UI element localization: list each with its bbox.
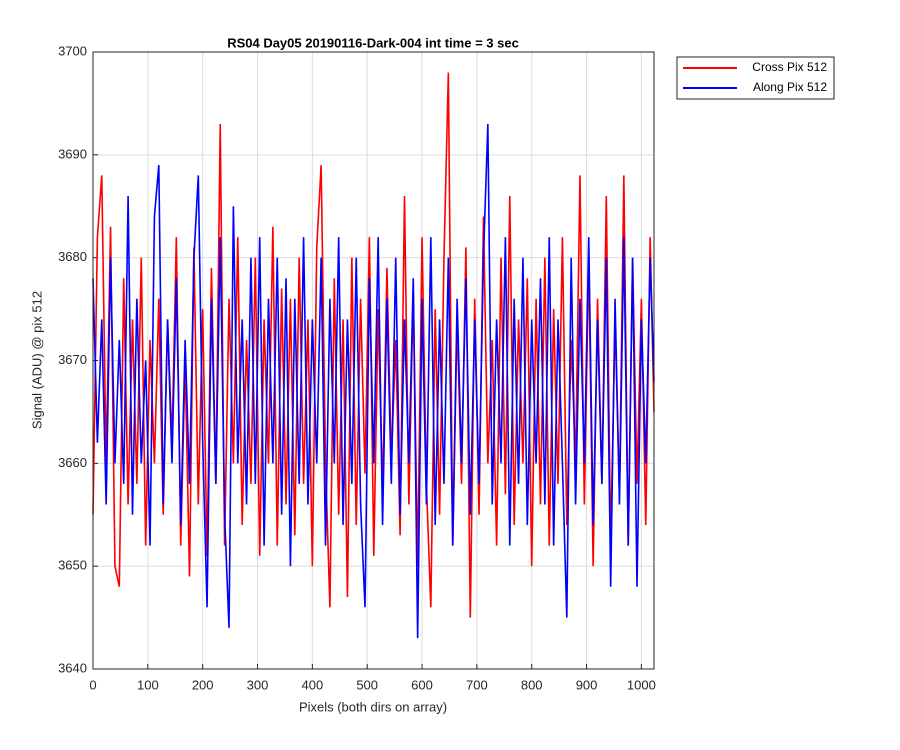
data-line: [92, 123, 655, 639]
x-tick-label: 900: [576, 677, 598, 692]
plot-frame: [92, 51, 655, 670]
x-tick-label: 700: [466, 677, 488, 692]
y-axis-label: Signal (ADU) @ pix 512: [29, 291, 44, 429]
legend-label: Along Pix 512: [753, 80, 827, 94]
y-tick-label: 3640: [58, 660, 87, 675]
x-tick-label: 500: [356, 677, 378, 692]
x-tick-label: 800: [521, 677, 543, 692]
x-tick-label: 600: [411, 677, 433, 692]
x-tick-label: 1000: [627, 677, 656, 692]
legend-label: Cross Pix 512: [752, 60, 827, 74]
x-tick-label: 200: [192, 677, 214, 692]
legend-box: [676, 56, 835, 100]
x-tick-label: 300: [247, 677, 269, 692]
x-axis-label: Pixels (both dirs on array): [299, 699, 447, 714]
y-tick-label: 3680: [58, 249, 87, 264]
y-tick-label: 3670: [58, 352, 87, 367]
y-tick-label: 3690: [58, 146, 87, 161]
chart-title: RS04 Day05 20190116-Dark-004 int time = …: [227, 35, 519, 50]
y-tick-label: 3700: [58, 43, 87, 58]
x-tick-label: 0: [89, 677, 96, 692]
x-tick-label: 100: [137, 677, 159, 692]
x-tick-label: 400: [302, 677, 324, 692]
y-tick-label: 3650: [58, 558, 87, 573]
data-line: [92, 72, 655, 618]
y-tick-label: 3660: [58, 455, 87, 470]
